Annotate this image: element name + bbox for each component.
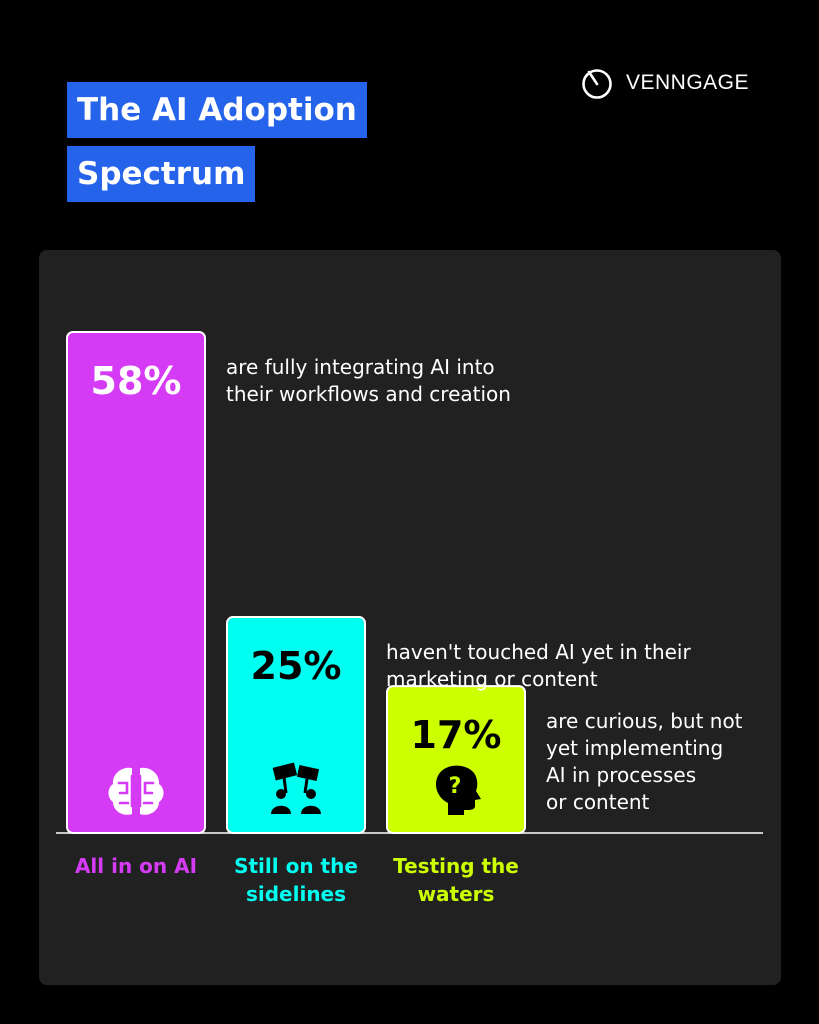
brain-icon: [108, 767, 164, 815]
category-label-line: All in on AI: [75, 854, 197, 878]
head-question-icon: ?: [436, 765, 481, 815]
category-label-line: Still on the: [234, 854, 358, 878]
category-label-line: sidelines: [246, 882, 346, 906]
bars-group: 58% 25% 17%?: [66, 331, 526, 834]
bar-value-label-2: 25%: [251, 644, 342, 688]
category-label-1: All in on AI: [75, 854, 197, 878]
category-label-line: Testing the: [393, 854, 519, 878]
brand-logo: VENNGAGE: [580, 66, 749, 100]
description-line: are fully integrating AI into: [226, 355, 495, 379]
bar-value-label-1: 58%: [91, 359, 182, 403]
bar-1: [66, 331, 206, 834]
description-line: their workflows and creation: [226, 382, 511, 406]
title-line-2: Spectrum: [67, 146, 256, 202]
bar-value-label-3: 17%: [411, 713, 502, 757]
description-line: or content: [546, 790, 650, 814]
description-line: are curious, but not: [546, 709, 743, 733]
category-label-3: Testing the waters: [393, 854, 519, 906]
description-line: AI in processes: [546, 763, 696, 787]
description-line: marketing or content: [386, 667, 598, 691]
description-1: are fully integrating AI into their workf…: [226, 355, 511, 406]
protest-signs-icon: [271, 762, 321, 814]
description-line: yet implementing: [546, 736, 723, 760]
category-label-line: waters: [418, 882, 495, 906]
description-line: haven't touched AI yet in their: [386, 640, 691, 664]
category-label-2: Still on the sidelines: [234, 854, 358, 906]
svg-text:?: ?: [449, 774, 462, 799]
description-3: are curious, but not yet implementing AI i…: [546, 709, 743, 814]
brand-name: VENNGAGE: [626, 71, 750, 94]
clock-logo-icon: [582, 69, 612, 99]
description-2: haven't touched AI yet in their marketing…: [386, 640, 691, 691]
title-line-1: The AI Adoption: [67, 82, 367, 138]
